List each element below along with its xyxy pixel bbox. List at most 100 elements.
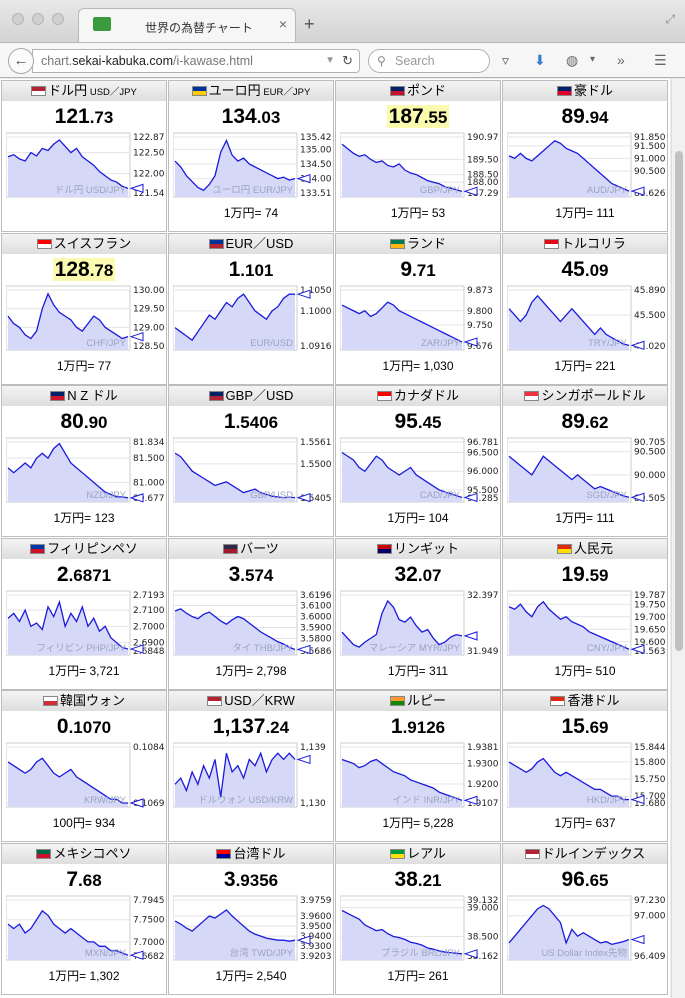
currency-cell[interactable]: ランド 9.71 9.873 9.800 9.750 9.676 ZAR/JPY 1万円= 1… (335, 232, 501, 385)
currency-header[interactable]: フィリピンペソ (2, 538, 166, 559)
new-tab-button[interactable]: + (304, 14, 315, 34)
current-price: 80.90 (2, 410, 166, 434)
currency-name: 豪ドル (573, 83, 613, 98)
currency-cell[interactable]: ユーロ円 EUR／JPY 134.03 135.42 135.00 134.50 134.… (168, 80, 334, 232)
currency-header[interactable]: スイスフラン (2, 233, 166, 254)
y-tick-label: 3.9500 (300, 922, 332, 932)
addon-icon[interactable]: ◍ (566, 52, 579, 68)
currency-cell[interactable]: EUR／USD 1.101 1.1050 1.1000 1.0916 EUR/USD (168, 232, 334, 385)
currency-header[interactable]: ランド (336, 233, 500, 254)
overflow-icon[interactable]: » (617, 52, 625, 68)
currency-cell[interactable]: リンギット 32.07 32.397 31.949 マレーシア MYR/JPY 1万円= … (335, 537, 501, 690)
currency-header[interactable]: レアル (336, 843, 500, 864)
currency-cell[interactable]: ルピー 1.9126 1.9381 1.9300 1.9200 1.9107 インド INR… (335, 690, 501, 842)
price-chart[interactable]: 0.1084 0.1069 KRW/JPY (6, 741, 166, 813)
price-chart[interactable]: 122.87 122.50 122.00 121.54 ドル円 USD/JPY (6, 131, 166, 203)
browser-tab[interactable]: 世界の為替チャート × (78, 8, 296, 42)
scrollbar-thumb[interactable] (675, 151, 683, 651)
currency-header[interactable]: ポンド (336, 81, 500, 101)
currency-header[interactable]: 香港ドル (503, 691, 667, 711)
fullscreen-icon[interactable]: ⤢ (665, 12, 675, 26)
currency-header[interactable]: ドルインデックス (503, 843, 667, 864)
price-line (341, 451, 463, 499)
currency-header[interactable]: ルピー (336, 691, 500, 711)
currency-cell[interactable]: シンガポールドル 89.62 90.705 90.500 90.000 89.505 SGD… (502, 385, 668, 537)
currency-cell[interactable]: GBP／USD 1.5406 1.5561 1.5500 1.5405 GBP/USD (168, 385, 334, 537)
currency-cell[interactable]: 豪ドル 89.94 91.850 91.500 91.000 90.500 89.626 AU… (502, 80, 668, 232)
price-chart[interactable]: 7.7945 7.7500 7.7000 7.6682 MXN/JPY (6, 894, 166, 966)
search-input[interactable]: ⚲ Search (368, 49, 490, 73)
price-chart[interactable]: 1,139 1,130 ドルウォン USD/KRW (173, 741, 333, 813)
vertical-scrollbar[interactable] (671, 79, 685, 998)
price-chart[interactable]: 9.873 9.800 9.750 9.676 ZAR/JPY (340, 284, 500, 356)
price-decimal: .5406 (235, 413, 279, 432)
price-chart[interactable]: 135.42 135.00 134.50 134.00 133.51 ユーロ円 EUR/J… (173, 131, 333, 203)
price-chart[interactable]: 1.1050 1.1000 1.0916 EUR/USD (173, 284, 333, 356)
price-chart[interactable]: 32.397 31.949 マレーシア MYR/JPY (340, 589, 500, 661)
currency-cell[interactable]: ポンド 187.55 190.97 189.50 188.50 188.00 187.29 G… (335, 80, 501, 232)
currency-header[interactable]: バーツ (169, 538, 333, 559)
currency-cell[interactable]: スイスフラン 128.78 130.00 129.50 129.00 128.50 CHF/… (1, 232, 167, 385)
price-chart[interactable]: 97.230 97.000 96.409 US Dollar Index先物 (507, 894, 667, 966)
zoom-window-button[interactable] (52, 13, 64, 25)
price-chart[interactable]: 130.00 129.50 129.00 128.50 CHF/JPY (6, 284, 166, 356)
chart-watermark-label: タイ THB/JPY (232, 643, 293, 654)
currency-cell[interactable]: 台湾ドル 3.9356 3.9759 3.9600 3.9500 3.9400 3.9300… (168, 842, 334, 995)
price-chart[interactable]: 1.9381 1.9300 1.9200 1.9107 インド INR/JPY (340, 741, 500, 813)
menu-icon[interactable]: ☰ (654, 52, 667, 68)
pocket-icon[interactable]: ▿ (502, 52, 510, 68)
price-chart[interactable]: 45.890 45.500 45.020 TRY/JPY (507, 284, 667, 356)
currency-cell[interactable]: ドル円 USD／JPY 121.73 122.87 122.50 122.00 121.5… (1, 80, 167, 232)
currency-cell[interactable]: フィリピンペソ 2.6871 2.7193 2.7100 2.7000 2.6900 2.6… (1, 537, 167, 690)
currency-cell[interactable]: 人民元 19.59 19.787 19.750 19.700 19.650 19.600 19… (502, 537, 668, 690)
history-dropdown-icon[interactable]: ▼ (325, 55, 335, 66)
currency-header[interactable]: 豪ドル (503, 81, 667, 101)
minimize-window-button[interactable] (32, 13, 44, 25)
currency-cell[interactable]: カナダドル 95.45 96.781 96.500 96.000 95.500 95.285… (335, 385, 501, 537)
currency-cell[interactable]: 韓国ウォン 0.1070 0.1084 0.1069 KRW/JPY 100円= 934 (1, 690, 167, 842)
tab-close-icon[interactable]: × (278, 16, 287, 32)
current-price-marker (463, 492, 478, 503)
currency-header[interactable]: 韓国ウォン (2, 691, 166, 711)
currency-cell[interactable]: USD／KRW 1,137.24 1,139 1,130 ドルウォン USD/KRW (168, 690, 334, 842)
currency-header[interactable]: ユーロ円 EUR／JPY (169, 81, 333, 101)
currency-header[interactable]: 人民元 (503, 538, 667, 559)
currency-cell[interactable]: N Z ドル 80.90 81.834 81.500 81.000 80.677 NZD/J… (1, 385, 167, 537)
back-button[interactable]: ← (8, 48, 34, 74)
addon-dropdown-icon[interactable]: ▾ (590, 54, 596, 65)
currency-name: 人民元 (573, 540, 613, 556)
address-bar[interactable]: chart.sekai-kabuka.com/i-kawase.html ▼ ↻ (32, 49, 360, 73)
currency-header[interactable]: USD／KRW (169, 691, 333, 711)
close-window-button[interactable] (12, 13, 24, 25)
currency-header[interactable]: シンガポールドル (503, 386, 667, 406)
currency-header[interactable]: カナダドル (336, 386, 500, 406)
currency-header[interactable]: N Z ドル (2, 386, 166, 406)
currency-header[interactable]: EUR／USD (169, 233, 333, 254)
currency-header[interactable]: メキシコペソ (2, 843, 166, 864)
currency-header[interactable]: GBP／USD (169, 386, 333, 406)
currency-cell[interactable]: レアル 38.21 39.132 39.000 38.500 38.162 ブラジル BRL… (335, 842, 501, 995)
currency-cell[interactable]: メキシコペソ 7.68 7.7945 7.7500 7.7000 7.6682 MXN/JP… (1, 842, 167, 995)
price-chart[interactable]: 81.834 81.500 81.000 80.677 NZD/JPY (6, 436, 166, 508)
currency-cell[interactable]: ドルインデックス 96.65 97.230 97.000 96.409 US Dollar… (502, 842, 668, 995)
download-icon[interactable]: ⬇ (534, 52, 546, 68)
currency-header[interactable]: 台湾ドル (169, 843, 333, 864)
currency-header[interactable]: トルコリラ (503, 233, 667, 254)
currency-header[interactable]: リンギット (336, 538, 500, 559)
currency-cell[interactable]: 香港ドル 15.69 15.844 15.800 15.750 15.700 15.680 H… (502, 690, 668, 842)
currency-cell[interactable]: バーツ 3.574 3.6196 3.6100 3.6000 3.5900 3.5800 3.… (168, 537, 334, 690)
currency-cell[interactable]: トルコリラ 45.09 45.890 45.500 45.020 TRY/JPY 1万円= … (502, 232, 668, 385)
reload-icon[interactable]: ↻ (342, 53, 353, 68)
currency-header[interactable]: ドル円 USD／JPY (2, 81, 166, 101)
price-chart[interactable]: 1.5561 1.5500 1.5405 GBP/USD (173, 436, 333, 508)
